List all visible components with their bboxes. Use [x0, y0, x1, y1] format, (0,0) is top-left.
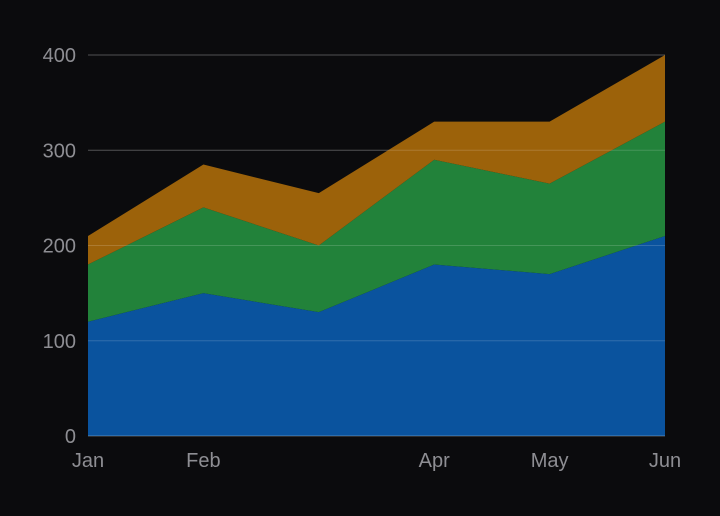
y-tick-label: 100	[43, 331, 76, 353]
y-tick-label: 300	[43, 140, 76, 162]
area-series	[88, 55, 665, 436]
y-tick-label: 400	[43, 45, 76, 67]
x-tick-label: Apr	[419, 450, 450, 472]
x-axis-tick-labels: Jan Feb Apr May Jun	[72, 450, 681, 472]
area-series-3	[88, 55, 665, 265]
y-tick-label: 0	[65, 426, 76, 448]
y-axis-tick-labels: 0 100 200 300 400	[43, 45, 76, 448]
x-tick-label: Feb	[186, 450, 220, 472]
gridlines-overlay	[88, 54, 665, 342]
x-tick-label: May	[531, 450, 569, 472]
x-tick-label: Jan	[72, 450, 104, 472]
area-series-1	[88, 235, 665, 436]
area-series-2	[88, 121, 665, 322]
y-tick-label: 200	[43, 236, 76, 258]
x-tick-label: Jun	[649, 450, 681, 472]
